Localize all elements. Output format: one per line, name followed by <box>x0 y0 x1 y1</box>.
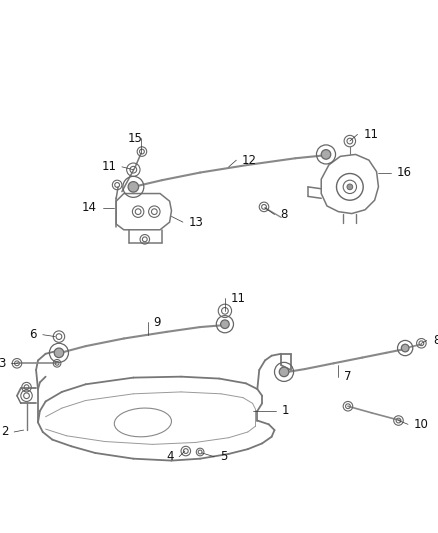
Text: 6: 6 <box>29 328 37 341</box>
Text: 11: 11 <box>101 160 116 173</box>
Text: 2: 2 <box>1 425 8 439</box>
Text: 13: 13 <box>189 216 204 229</box>
Circle shape <box>347 184 353 190</box>
Text: 1: 1 <box>282 405 290 417</box>
Circle shape <box>54 348 64 358</box>
Text: 4: 4 <box>166 450 173 463</box>
Circle shape <box>128 182 138 192</box>
Text: 14: 14 <box>82 201 97 214</box>
Circle shape <box>221 320 229 328</box>
Circle shape <box>321 150 331 159</box>
Text: 8: 8 <box>280 208 288 221</box>
Text: 3: 3 <box>0 357 6 370</box>
Circle shape <box>279 367 289 377</box>
Text: 9: 9 <box>153 316 161 329</box>
Text: 7: 7 <box>344 370 352 383</box>
Text: 15: 15 <box>128 132 143 145</box>
Text: 12: 12 <box>242 154 257 167</box>
Text: 11: 11 <box>363 128 378 141</box>
Text: 5: 5 <box>220 450 227 463</box>
Text: 16: 16 <box>396 166 412 179</box>
Circle shape <box>401 344 409 352</box>
Text: 8: 8 <box>433 334 438 347</box>
Text: 11: 11 <box>231 292 246 305</box>
Text: 10: 10 <box>414 418 429 431</box>
